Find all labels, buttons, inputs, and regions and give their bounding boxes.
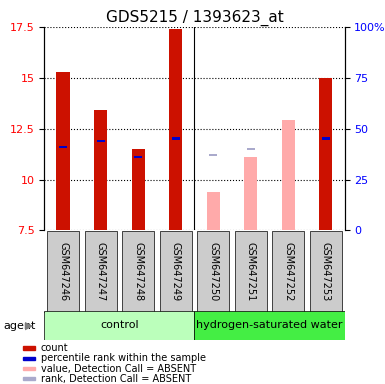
Bar <box>319 78 332 230</box>
Text: hydrogen-saturated water: hydrogen-saturated water <box>196 320 343 331</box>
Bar <box>282 121 295 230</box>
Bar <box>244 157 257 230</box>
Bar <box>97 139 104 142</box>
Title: GDS5215 / 1393623_at: GDS5215 / 1393623_at <box>105 9 283 25</box>
Bar <box>85 231 117 312</box>
Bar <box>322 137 330 140</box>
Bar <box>57 72 70 230</box>
Text: count: count <box>40 343 68 353</box>
Bar <box>44 311 194 340</box>
Bar <box>172 137 179 140</box>
Text: GSM647246: GSM647246 <box>58 242 68 301</box>
Bar <box>94 110 107 230</box>
Text: GSM647251: GSM647251 <box>246 242 256 301</box>
Bar <box>194 311 345 340</box>
Text: value, Detection Call = ABSENT: value, Detection Call = ABSENT <box>40 364 196 374</box>
Text: GSM647249: GSM647249 <box>171 242 181 301</box>
Bar <box>197 231 229 312</box>
Bar <box>247 148 254 150</box>
Bar <box>59 146 67 148</box>
Text: rank, Detection Call = ABSENT: rank, Detection Call = ABSENT <box>40 374 191 384</box>
Text: agent: agent <box>4 321 36 331</box>
Text: GSM647247: GSM647247 <box>95 242 105 301</box>
Bar <box>209 154 217 156</box>
Text: GSM647250: GSM647250 <box>208 242 218 301</box>
Bar <box>272 231 304 312</box>
Bar <box>23 346 35 349</box>
Text: control: control <box>100 320 139 331</box>
Text: GSM647248: GSM647248 <box>133 242 143 301</box>
Bar <box>122 231 154 312</box>
Bar <box>23 357 35 360</box>
Bar <box>134 156 142 159</box>
Bar <box>169 29 182 230</box>
Text: ▶: ▶ <box>25 321 34 331</box>
Text: GSM647252: GSM647252 <box>283 242 293 301</box>
Bar <box>23 377 35 381</box>
Bar <box>310 231 342 312</box>
Bar <box>132 149 145 230</box>
Bar <box>23 367 35 370</box>
Text: GSM647253: GSM647253 <box>321 242 331 301</box>
Bar <box>235 231 267 312</box>
Bar <box>207 192 220 230</box>
Bar <box>47 231 79 312</box>
Bar <box>160 231 192 312</box>
Text: percentile rank within the sample: percentile rank within the sample <box>40 353 206 363</box>
